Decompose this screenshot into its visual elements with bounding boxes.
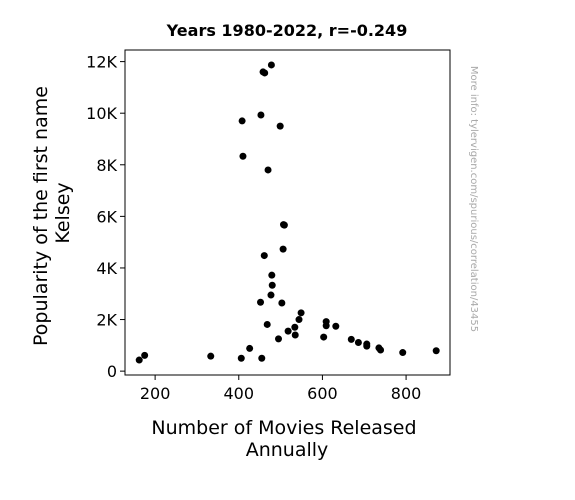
- data-point: [278, 299, 286, 307]
- x-axis-label: Number of Movies Released Annually: [151, 417, 422, 461]
- data-point: [347, 335, 355, 343]
- data-point: [263, 320, 271, 328]
- data-point: [261, 69, 269, 77]
- data-point: [432, 347, 440, 355]
- data-point: [322, 322, 330, 330]
- data-point: [354, 339, 362, 346]
- data-point: [257, 298, 265, 306]
- x-axis-label-line-1: Number of Movies Released: [151, 417, 416, 439]
- data-point: [276, 122, 284, 130]
- data-point: [363, 342, 371, 350]
- data-point: [238, 117, 246, 125]
- y-tick-label: 0: [107, 362, 117, 381]
- data-point: [320, 333, 328, 341]
- data-point: [284, 327, 292, 335]
- x-axis-label-line-2: Annually: [246, 439, 329, 461]
- y-axis-label-line-1: Popularity of the first name: [30, 86, 52, 346]
- data-point: [291, 331, 299, 339]
- y-tick-label: 10K: [86, 104, 117, 123]
- x-tick-label: 800: [391, 384, 422, 403]
- y-axis-label: Popularity of the first name Kelsey: [30, 80, 74, 346]
- y-tick-label: 4K: [96, 259, 117, 278]
- data-point: [291, 323, 299, 331]
- data-point: [246, 344, 254, 352]
- data-point: [377, 346, 385, 354]
- x-tick-label: 400: [223, 384, 254, 403]
- data-point: [399, 349, 407, 357]
- data-point: [207, 352, 215, 360]
- x-tick-label: 600: [307, 384, 338, 403]
- data-point: [135, 356, 143, 364]
- data-point: [295, 316, 303, 324]
- data-point: [257, 111, 265, 119]
- data-point: [332, 322, 340, 330]
- chart-title: Years 1980-2022, r=-0.249: [166, 21, 408, 40]
- y-axis-ticks: 0 2K 4K 6K 8K 10K 12K: [86, 53, 125, 381]
- data-point: [275, 335, 283, 343]
- data-point: [260, 252, 268, 260]
- data-point: [268, 271, 276, 279]
- x-tick-label: 200: [140, 384, 171, 403]
- x-axis-ticks: 200 400 600 800: [140, 375, 422, 403]
- data-point: [268, 281, 276, 289]
- y-axis-label-line-2: Kelsey: [52, 182, 74, 243]
- data-point: [237, 354, 245, 362]
- y-tick-label: 12K: [86, 53, 117, 72]
- data-point: [267, 61, 275, 69]
- y-tick-label: 2K: [96, 311, 117, 330]
- axes: [124, 49, 451, 376]
- y-tick-label: 6K: [96, 207, 117, 226]
- data-point: [239, 152, 247, 160]
- data-point: [267, 291, 275, 299]
- data-points: [135, 61, 440, 364]
- data-point: [264, 166, 272, 174]
- y-tick-label: 8K: [96, 156, 117, 175]
- data-point: [280, 221, 288, 229]
- data-point: [279, 245, 287, 253]
- plot-frame: [124, 49, 451, 376]
- data-point: [297, 309, 305, 317]
- data-point: [258, 354, 266, 362]
- watermark-text: More info: tylervigen.com/spurious/corre…: [468, 66, 479, 332]
- data-point: [141, 351, 149, 359]
